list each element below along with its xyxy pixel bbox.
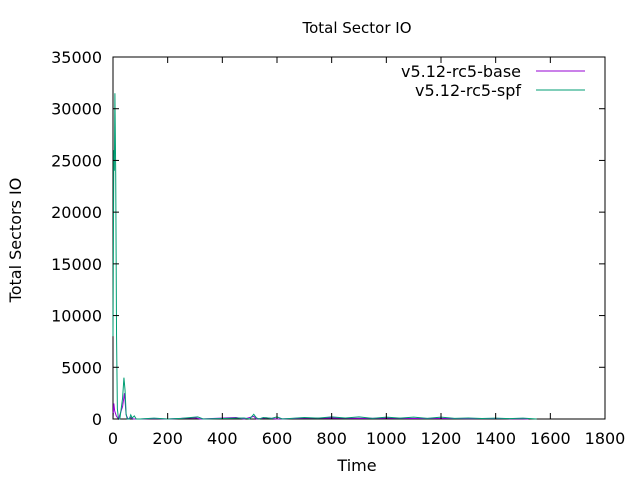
y-tick-label: 5000 <box>61 358 102 377</box>
series-line-base <box>112 393 529 421</box>
y-tick-label: 35000 <box>51 48 102 67</box>
x-tick-label: 1400 <box>475 429 516 448</box>
x-tick-label: 400 <box>207 429 238 448</box>
y-tick-label: 25000 <box>51 151 102 170</box>
x-tick-label: 1000 <box>366 429 407 448</box>
y-tick-label: 15000 <box>51 255 102 274</box>
x-tick-label: 1200 <box>421 429 462 448</box>
x-tick-label: 1600 <box>530 429 571 448</box>
x-tick-label: 600 <box>262 429 293 448</box>
legend-label-spf: v5.12-rc5-spf <box>415 81 521 100</box>
plot-frame <box>112 56 606 420</box>
x-axis-title: Time <box>336 456 376 475</box>
plot-area <box>112 56 606 421</box>
x-tick-label: 0 <box>108 429 118 448</box>
y-tick-label: 10000 <box>51 307 102 326</box>
series-layer <box>112 93 537 421</box>
y-tick-label: 20000 <box>51 203 102 222</box>
legend: v5.12-rc5-base v5.12-rc5-spf <box>401 62 585 100</box>
tick-layer <box>112 56 606 420</box>
chart-title: Total Sector IO <box>301 19 411 37</box>
series-line-spf <box>112 93 537 420</box>
x-tick-label: 800 <box>316 429 347 448</box>
y-tick-label: 0 <box>92 410 102 429</box>
y-axis-title: Total Sectors IO <box>6 178 25 304</box>
x-tick-label: 200 <box>152 429 183 448</box>
y-tick-label: 30000 <box>51 100 102 119</box>
legend-label-base: v5.12-rc5-base <box>401 62 521 81</box>
x-tick-label: 1800 <box>585 429 626 448</box>
